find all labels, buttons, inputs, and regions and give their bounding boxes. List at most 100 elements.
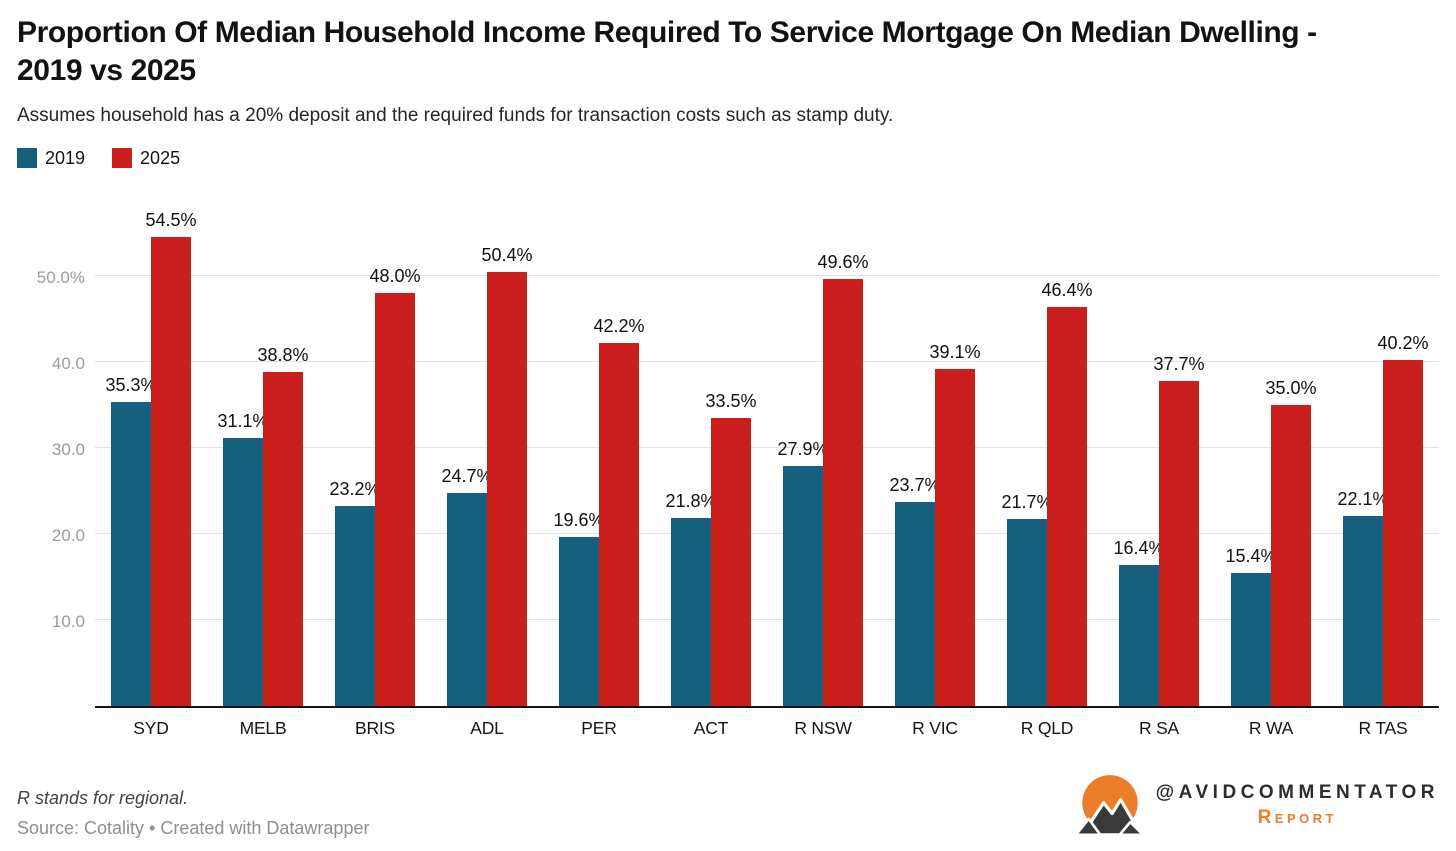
- bar-wrap-2019-r-vic: 23.7%: [889, 192, 941, 706]
- bar-wrap-2025-r-wa: 35.0%: [1265, 192, 1317, 706]
- bar-value-2025-r-sa: 37.7%: [1153, 354, 1205, 375]
- bar-2019-syd: [111, 402, 151, 706]
- bar-wrap-2025-melb: 38.8%: [257, 192, 309, 706]
- bar-value-2019-per: 19.6%: [553, 510, 605, 531]
- bar-group-r-tas: 22.1% 40.2%: [1327, 192, 1439, 706]
- brand-block: @AVIDCOMMENTATOR Report: [1074, 773, 1439, 839]
- x-label-r-nsw: R NSW: [794, 717, 852, 738]
- bar-wrap-2019-r-qld: 21.7%: [1001, 192, 1053, 706]
- bar-2025-r-qld: [1047, 306, 1087, 706]
- bar-value-2019-r-wa: 15.4%: [1225, 546, 1277, 567]
- bar-value-2025-r-tas: 40.2%: [1377, 332, 1429, 353]
- y-tick-label-40: 40.0: [51, 353, 85, 373]
- bar-value-2019-bris: 23.2%: [329, 479, 381, 500]
- legend-item-2019: 2019: [17, 148, 85, 169]
- footnote: R stands for regional.: [17, 788, 189, 808]
- gridline-20: [95, 532, 1439, 534]
- bar-group-r-wa: 15.4% 35.0%: [1215, 192, 1327, 706]
- bar-group-act: 21.8% 33.5%: [655, 192, 767, 706]
- brand-text: @AVIDCOMMENTATOR Report: [1156, 782, 1439, 829]
- bar-value-2025-r-qld: 46.4%: [1041, 279, 1093, 300]
- bar-wrap-2025-r-vic: 39.1%: [929, 192, 981, 706]
- bar-value-2025-syd: 54.5%: [145, 209, 197, 230]
- bar-2025-r-vic: [935, 369, 975, 706]
- x-label-r-vic: R VIC: [912, 717, 958, 738]
- bar-wrap-2025-r-sa: 37.7%: [1153, 192, 1205, 706]
- bar-value-2019-r-vic: 23.7%: [889, 474, 941, 495]
- bar-group-r-nsw: 27.9% 49.6%: [767, 192, 879, 706]
- bar-wrap-2025-syd: 54.5%: [145, 192, 197, 706]
- bar-value-2025-melb: 38.8%: [257, 344, 309, 365]
- bar-wrap-2019-r-sa: 16.4%: [1113, 192, 1165, 706]
- bar-2025-bris: [375, 292, 415, 706]
- bar-value-2019-r-sa: 16.4%: [1113, 537, 1165, 558]
- bar-wrap-2019-r-wa: 15.4%: [1225, 192, 1277, 706]
- bar-value-2019-melb: 31.1%: [217, 411, 269, 432]
- bar-wrap-2025-per: 42.2%: [593, 192, 645, 706]
- brand-subtext: Report: [1257, 806, 1338, 828]
- bar-2025-act: [711, 417, 751, 706]
- legend-swatch-2019: [17, 148, 37, 169]
- bar-2019-r-tas: [1343, 515, 1383, 706]
- x-label-adl: ADL: [470, 717, 504, 738]
- bar-2025-per: [599, 342, 639, 706]
- gridline-30: [95, 446, 1439, 448]
- x-axis-labels: SYD MELB BRIS ADL PER ACT R NSW R VIC R QLD R SA R…: [95, 718, 1439, 739]
- x-label-per: PER: [581, 717, 617, 738]
- bar-2019-r-sa: [1119, 564, 1159, 706]
- bar-wrap-2025-r-tas: 40.2%: [1377, 192, 1429, 706]
- bar-value-2025-r-wa: 35.0%: [1265, 377, 1317, 398]
- gridline-50: [95, 274, 1439, 276]
- bar-group-melb: 31.1% 38.8%: [207, 192, 319, 706]
- footer-notes: R stands for regional. Source: Cotality …: [17, 788, 369, 839]
- x-label-r-qld: R QLD: [1020, 717, 1074, 738]
- bar-value-2019-r-tas: 22.1%: [1337, 488, 1389, 509]
- x-label-r-wa: R WA: [1248, 717, 1294, 738]
- bar-group-r-sa: 16.4% 37.7%: [1103, 192, 1215, 706]
- bar-group-syd: 35.3% 54.5%: [95, 192, 207, 706]
- bar-wrap-2019-per: 19.6%: [553, 192, 605, 706]
- bar-2025-r-wa: [1271, 404, 1311, 706]
- bar-group-r-vic: 23.7% 39.1%: [879, 192, 991, 706]
- gridline-40: [95, 360, 1439, 362]
- bar-group-per: 19.6% 42.2%: [543, 192, 655, 706]
- bar-wrap-2025-r-nsw: 49.6%: [817, 192, 869, 706]
- bar-value-2025-act: 33.5%: [705, 390, 757, 411]
- legend-swatch-2025: [112, 148, 133, 169]
- x-label-r-tas: R TAS: [1358, 717, 1408, 738]
- bar-2019-bris: [335, 506, 375, 706]
- bar-2025-r-sa: [1159, 381, 1199, 706]
- bar-wrap-2019-adl: 24.7%: [441, 192, 493, 706]
- bar-wrap-2019-melb: 31.1%: [217, 192, 269, 706]
- bar-value-2025-per: 42.2%: [593, 315, 645, 336]
- page-title: Proportion Of Median Household Income Re…: [17, 16, 1317, 87]
- bar-value-2019-syd: 35.3%: [105, 375, 157, 396]
- y-tick-label-30: 30.0: [51, 439, 85, 459]
- bar-2025-syd: [151, 236, 191, 706]
- mountain-sun-logo-icon: [1074, 775, 1145, 837]
- legend-label-2019: 2019: [45, 147, 86, 168]
- source-line: Source: Cotality • Created with Datawrap…: [17, 818, 370, 838]
- bar-2019-r-vic: [895, 501, 935, 706]
- plot-area: 35.3% 54.5% 31.1% 38.8% 23.2% 48.0% 24.7% 50.4%…: [95, 192, 1439, 708]
- bar-group-bris: 23.2% 48.0%: [319, 192, 431, 706]
- bar-value-2025-r-nsw: 49.6%: [817, 252, 869, 273]
- chart-subtitle: Assumes household has a 20% deposit and …: [17, 104, 894, 126]
- bar-2019-act: [671, 518, 711, 706]
- bar-wrap-2019-bris: 23.2%: [329, 192, 381, 706]
- legend-item-2025: 2025: [112, 148, 180, 169]
- bar-value-2025-adl: 50.4%: [481, 245, 533, 266]
- bar-2025-r-tas: [1383, 359, 1423, 706]
- bar-wrap-2019-act: 21.8%: [665, 192, 717, 706]
- bar-chart: 10.0 20.0 30.0 40.0 50.0% 35.3% 54.5% 31.1% 38.…: [17, 192, 1439, 739]
- x-label-syd: SYD: [133, 717, 169, 738]
- bar-wrap-2019-syd: 35.3%: [105, 192, 157, 706]
- bar-2025-r-nsw: [823, 279, 863, 706]
- y-tick-label-10: 10.0: [51, 611, 85, 631]
- bar-value-2025-bris: 48.0%: [369, 265, 421, 286]
- x-label-act: ACT: [693, 717, 729, 738]
- bar-2019-per: [559, 537, 599, 706]
- bar-wrap-2025-act: 33.5%: [705, 192, 757, 706]
- bar-2025-melb: [263, 371, 303, 706]
